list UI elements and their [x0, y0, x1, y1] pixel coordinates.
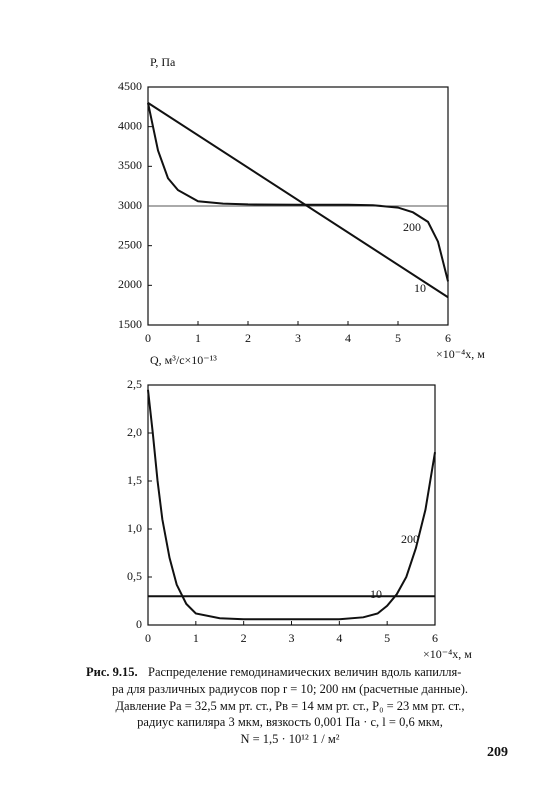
y-tick-label: 2,0 — [127, 425, 142, 439]
x-tick-label: 3 — [295, 331, 301, 345]
y-tick-label: 3500 — [118, 158, 142, 172]
y-axis-label: P, Па — [150, 55, 176, 69]
x-tick-label: 5 — [384, 631, 390, 645]
y-tick-label: 1,0 — [127, 521, 142, 535]
caption-line: ра для различных радиусов пор r = 10; 20… — [112, 682, 468, 696]
x-tick-label: 0 — [145, 631, 151, 645]
caption-line: Давление Pа = 32,5 мм рт. ст., Pв = 14 м… — [115, 699, 464, 713]
x-tick-label: 0 — [145, 331, 151, 345]
series-line — [147, 102, 449, 299]
y-tick-label: 1,5 — [127, 473, 142, 487]
y-tick-label: 2,5 — [127, 377, 142, 391]
x-tick-label: 4 — [336, 631, 342, 645]
x-tick-label: 6 — [445, 331, 451, 345]
page-number: 209 — [487, 745, 508, 760]
y-axis-label: Q, м³/с×10⁻¹³ — [150, 353, 217, 367]
caption-label: Рис. 9.15. — [86, 665, 138, 679]
caption-line: радиус капиляра 3 мкм, вязкость 0,001 Па… — [137, 715, 443, 729]
y-tick-label: 4000 — [118, 118, 142, 132]
series-line — [147, 102, 449, 282]
x-tick-label: 1 — [193, 631, 199, 645]
x-tick-label: 5 — [395, 331, 401, 345]
plot-frame — [147, 384, 436, 626]
y-tick-label: 4500 — [118, 79, 142, 93]
series-label: 10 — [370, 587, 382, 601]
y-tick-label: 3000 — [118, 198, 142, 212]
x-tick-label: 2 — [241, 631, 247, 645]
x-axis-label: ×10⁻⁴x, м — [436, 347, 485, 361]
x-tick-label: 1 — [195, 331, 201, 345]
y-tick-label: 0 — [136, 617, 142, 631]
y-tick-label: 2500 — [118, 237, 142, 251]
x-tick-label: 2 — [245, 331, 251, 345]
x-axis-label: ×10⁻⁴x, м — [423, 647, 472, 661]
series-line — [147, 389, 436, 621]
series-label: 10 — [414, 281, 426, 295]
series-label: 200 — [403, 220, 421, 234]
x-tick-label: 4 — [345, 331, 351, 345]
x-tick-label: 6 — [432, 631, 438, 645]
caption-line: Распределение гемодинамических величин в… — [148, 665, 461, 679]
caption-line: N = 1,5 · 10¹² 1 / м² — [240, 732, 339, 746]
y-tick-label: 2000 — [118, 277, 142, 291]
x-tick-label: 3 — [289, 631, 295, 645]
y-tick-label: 0,5 — [127, 569, 142, 583]
y-tick-label: 1500 — [118, 317, 142, 331]
series-label: 200 — [401, 532, 419, 546]
